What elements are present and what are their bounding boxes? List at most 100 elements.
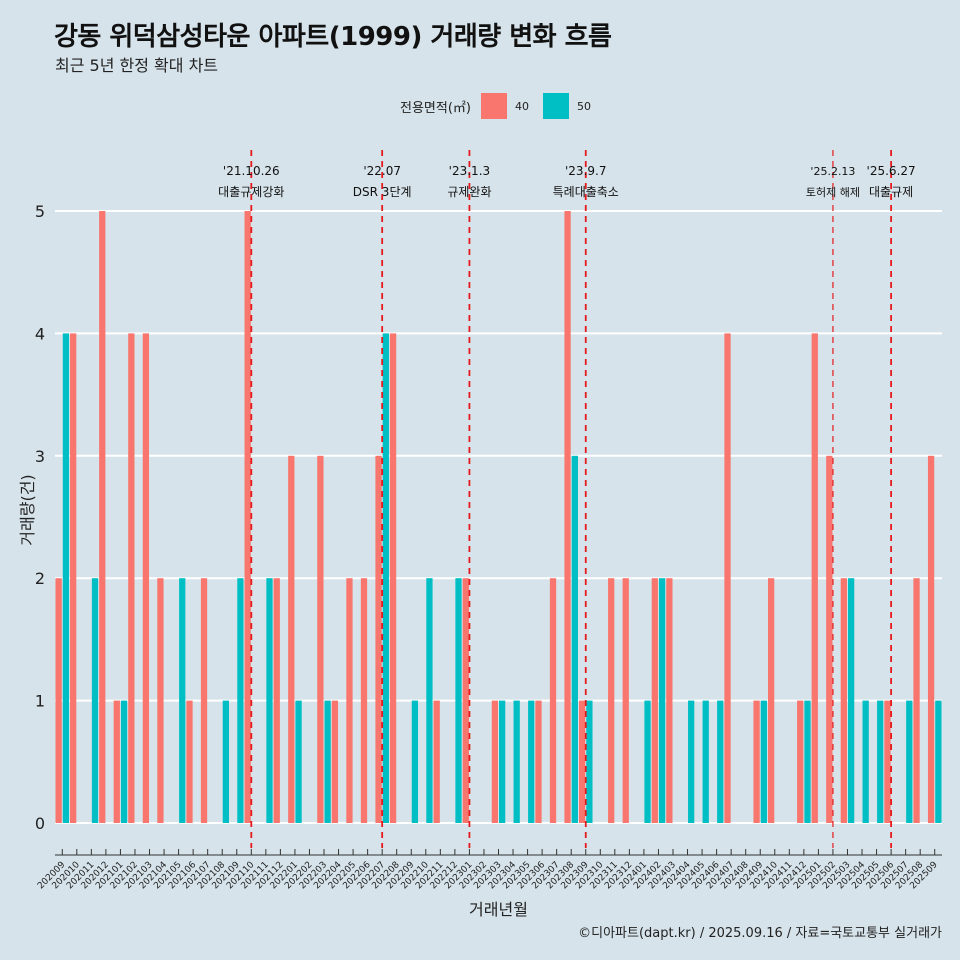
bar-50-202108 [222, 700, 229, 823]
bar-40-202206 [360, 578, 368, 823]
event-date-202301: '23.1.3 [449, 164, 490, 178]
legend-title: 전용면적(㎡) [400, 100, 471, 116]
bar-50-202111 [266, 578, 273, 823]
y-tick-label-0: 0 [35, 814, 45, 833]
bar-50-202109 [237, 578, 244, 823]
legend-swatch-50 [542, 93, 569, 119]
bar-40-202207 [375, 455, 382, 823]
bar-40-202402 [651, 578, 658, 823]
bar-50-202305 [528, 700, 535, 823]
bar-50-202402 [658, 578, 666, 823]
bar-40-202103 [142, 333, 150, 823]
bar-40-202412 [797, 700, 804, 823]
bar-40-202312 [622, 578, 629, 823]
bar-40-202410 [768, 578, 775, 823]
bar-40-202407 [724, 333, 731, 823]
event-date-202309: '23.9.7 [565, 164, 606, 178]
bar-50-202212 [455, 578, 462, 823]
event-label-202502: 토허제 해제 [806, 185, 860, 199]
bar-40-202301 [462, 578, 469, 823]
event-label-202207: DSR 3단계 [353, 185, 412, 199]
event-label-202506: 대출규제 [869, 185, 913, 199]
event-date-202110: '21.10.26 [223, 164, 280, 178]
bar-50-202309 [586, 700, 593, 823]
bar-50-202404 [688, 700, 695, 823]
bar-50-202303 [499, 700, 506, 823]
bar-40-202106 [186, 700, 193, 823]
legend-item-50: 50 [542, 93, 597, 119]
event-label-202301: 규제완화 [447, 185, 491, 199]
bar-50-202207 [382, 333, 389, 823]
bar-40-202107 [200, 578, 208, 823]
bar-40-202102 [128, 333, 135, 823]
bar-50-202308 [571, 455, 578, 823]
bar-40-202501 [811, 333, 818, 823]
bar-40-202203 [317, 455, 324, 823]
bar-40-202101 [113, 700, 120, 823]
bar-50-202203 [324, 700, 331, 823]
bar-40-202309 [578, 700, 586, 823]
bar-40-202502 [826, 455, 833, 823]
bar-40-202306 [535, 700, 542, 823]
bar-40-202204 [331, 700, 339, 823]
y-axis-title: 거래량(건) [18, 474, 37, 545]
chart-title: 강동 위덕삼성타운 아파트(1999) 거래량 변화 흐름 [54, 22, 612, 52]
bar-50-202105 [179, 578, 186, 823]
bar-40-202010 [70, 333, 77, 823]
bar-40-202211 [433, 700, 440, 823]
event-date-202502: '25.2.13 [810, 165, 855, 178]
bar-50-202406 [717, 700, 724, 823]
source-caption: ©디아파트(dapt.kr) / 2025.09.16 / 자료=국토교통부 실… [578, 926, 942, 941]
bar-50-202101 [120, 700, 128, 823]
bar-40-202509 [927, 455, 935, 823]
y-tick-label-1: 1 [35, 692, 45, 711]
bar-40-202409 [753, 700, 760, 823]
x-axis-title: 거래년월 [469, 900, 528, 919]
bar-40-202112 [273, 578, 280, 823]
bar-50-202401 [644, 700, 651, 823]
y-tick-label-4: 4 [35, 324, 45, 343]
bar-40-202503 [840, 578, 847, 823]
event-label-202309: 특례대출축소 [553, 185, 619, 199]
bar-40-202104 [157, 578, 164, 823]
event-date-202506: '25.6.27 [867, 164, 916, 178]
bar-50-202304 [513, 700, 520, 823]
bar-50-202503 [847, 578, 855, 823]
bar-40-202508 [913, 578, 920, 823]
bar-50-202210 [426, 578, 433, 823]
bar-50-202504 [862, 700, 869, 823]
bar-50-202507 [906, 700, 913, 823]
bar-40-202403 [666, 578, 673, 823]
legend-swatch-40 [480, 93, 507, 119]
bar-40-202308 [564, 211, 571, 823]
bar-50-202201 [295, 700, 302, 823]
bar-40-202009 [55, 578, 62, 823]
bar-40-202012 [99, 211, 106, 823]
legend-label-50: 50 [576, 99, 591, 113]
bar-40-202307 [549, 578, 557, 823]
legend-item-40: 40 [480, 93, 535, 119]
y-tick-label-5: 5 [35, 202, 45, 221]
y-tick-label-2: 2 [35, 569, 45, 588]
bar-50-202412 [804, 700, 811, 823]
event-label-202110: 대출규제강화 [218, 185, 284, 199]
bar-50-202405 [702, 700, 709, 823]
legend: 전용면적(㎡) 40 50 [400, 93, 605, 119]
chart-subtitle: 최근 5년 한정 확대 차트 [55, 56, 219, 75]
legend-label-40: 40 [514, 99, 529, 113]
bar-50-202509 [935, 700, 942, 823]
bar-50-202209 [411, 700, 419, 823]
y-tick-label-3: 3 [35, 447, 45, 466]
bar-40-202205 [346, 578, 353, 823]
bar-40-202201 [288, 455, 295, 823]
bar-40-202303 [491, 700, 498, 823]
bar-40-202208 [389, 333, 397, 823]
bar-50-202505 [877, 700, 884, 823]
event-date-202207: '22.07 [363, 164, 401, 178]
bar-50-202009 [62, 333, 70, 823]
bar-50-202011 [91, 578, 99, 823]
bar-40-202311 [608, 578, 615, 823]
bar-40-202110 [244, 211, 251, 823]
bar-40-202506 [884, 700, 891, 823]
